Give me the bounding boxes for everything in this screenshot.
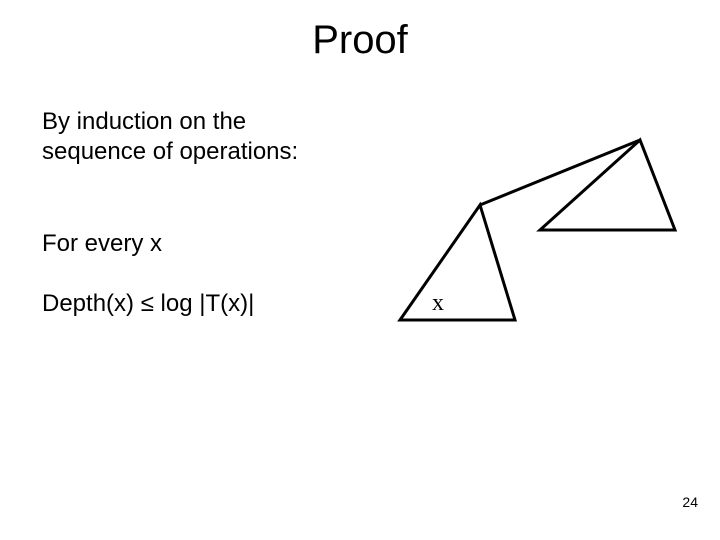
slide-title: Proof xyxy=(0,18,720,63)
subtree-left xyxy=(400,205,515,320)
body-line-2: sequence of operations: xyxy=(42,138,298,166)
tree-edge xyxy=(480,140,640,205)
page-number: 24 xyxy=(682,494,698,510)
body-line-1: By induction on the xyxy=(42,108,246,136)
node-label-x: x xyxy=(432,290,444,316)
slide: Proof By induction on the sequence of op… xyxy=(0,0,720,540)
body-line-3: For every x xyxy=(42,230,162,258)
body-line-4: Depth(x) ≤ log |T(x)| xyxy=(42,290,254,318)
tree-diagram: x xyxy=(380,120,700,350)
